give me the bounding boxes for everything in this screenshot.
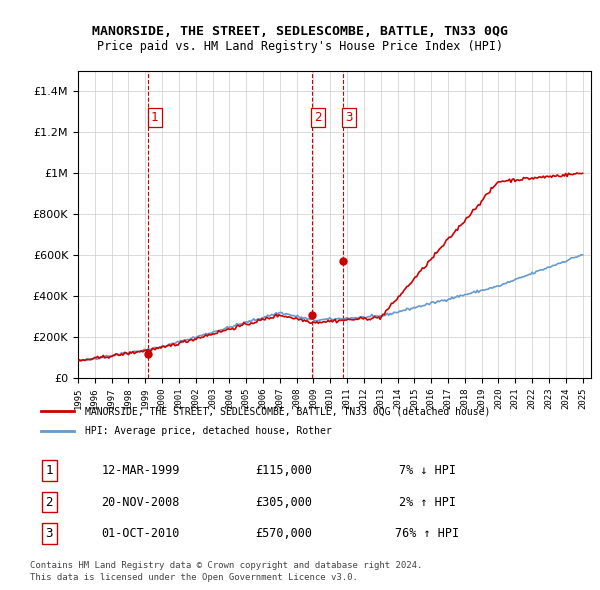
Text: 2% ↑ HPI: 2% ↑ HPI <box>399 496 456 509</box>
Text: 1: 1 <box>151 112 158 124</box>
Text: 20-NOV-2008: 20-NOV-2008 <box>101 496 179 509</box>
Text: 3: 3 <box>46 527 53 540</box>
Text: 1: 1 <box>46 464 53 477</box>
Text: Price paid vs. HM Land Registry's House Price Index (HPI): Price paid vs. HM Land Registry's House … <box>97 40 503 53</box>
Text: This data is licensed under the Open Government Licence v3.0.: This data is licensed under the Open Gov… <box>30 573 358 582</box>
Text: MANORSIDE, THE STREET, SEDLESCOMBE, BATTLE, TN33 0QG (detached house): MANORSIDE, THE STREET, SEDLESCOMBE, BATT… <box>85 406 491 416</box>
Text: HPI: Average price, detached house, Rother: HPI: Average price, detached house, Roth… <box>85 427 332 437</box>
Text: 2: 2 <box>314 112 322 124</box>
Text: 2: 2 <box>46 496 53 509</box>
Text: £115,000: £115,000 <box>256 464 313 477</box>
Text: Contains HM Land Registry data © Crown copyright and database right 2024.: Contains HM Land Registry data © Crown c… <box>30 560 422 569</box>
Text: MANORSIDE, THE STREET, SEDLESCOMBE, BATTLE, TN33 0QG: MANORSIDE, THE STREET, SEDLESCOMBE, BATT… <box>92 25 508 38</box>
Text: £570,000: £570,000 <box>256 527 313 540</box>
Text: 7% ↓ HPI: 7% ↓ HPI <box>399 464 456 477</box>
Text: £305,000: £305,000 <box>256 496 313 509</box>
Text: 12-MAR-1999: 12-MAR-1999 <box>101 464 179 477</box>
Text: 3: 3 <box>346 112 353 124</box>
Text: 01-OCT-2010: 01-OCT-2010 <box>101 527 179 540</box>
Text: 76% ↑ HPI: 76% ↑ HPI <box>395 527 460 540</box>
